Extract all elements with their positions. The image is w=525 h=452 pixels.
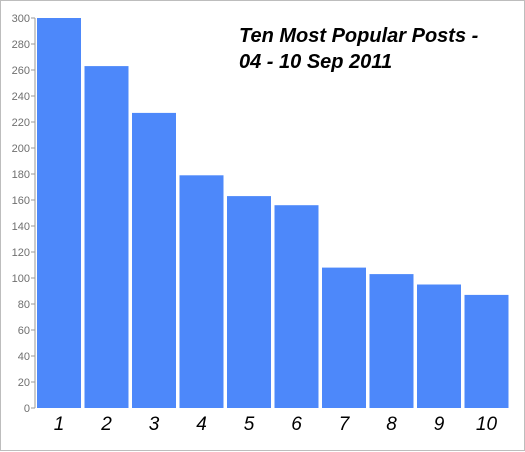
y-tick-label: 120 (12, 247, 30, 259)
y-tick-label: 280 (12, 39, 30, 51)
bar-5 (227, 196, 271, 408)
x-tick-label: 2 (100, 414, 112, 435)
x-tick-label: 4 (196, 414, 207, 435)
x-ticks: 1 2 3 4 5 6 7 8 9 10 (54, 414, 498, 435)
y-tick-label: 20 (18, 377, 30, 389)
chart-title-line-1: Ten Most Popular Posts - (239, 25, 479, 47)
x-tick-label: 5 (244, 414, 255, 435)
bar-4 (179, 175, 224, 408)
y-tick-label: 200 (12, 143, 30, 155)
y-tick-label: 0 (24, 403, 30, 415)
bar-6 (274, 205, 319, 408)
y-tick-label: 80 (18, 299, 30, 311)
y-tick-label: 180 (12, 169, 30, 181)
y-tick-label: 60 (18, 325, 30, 337)
y-tick-label: 100 (12, 273, 30, 285)
y-tick-label: 300 (12, 13, 30, 25)
x-tick-label: 6 (291, 414, 302, 435)
y-tick-label: 140 (12, 221, 30, 233)
x-tick-label: 9 (434, 414, 445, 435)
y-tick-label: 260 (12, 65, 30, 77)
bar-3 (132, 112, 176, 409)
bar-10 (464, 294, 509, 408)
x-tick-label: 3 (149, 414, 160, 435)
bars (37, 18, 509, 409)
y-tick-label: 160 (12, 195, 30, 207)
x-tick-label: 8 (386, 414, 397, 435)
bar-8 (369, 274, 414, 408)
bar-1 (37, 18, 81, 408)
y-tick-label: 220 (12, 117, 30, 129)
y-tick-label: 40 (18, 351, 30, 363)
y-ticks: 0 20 40 60 80 100 120 140 160 180 200 220 240 260 280 3… (12, 13, 35, 415)
bar-9 (417, 284, 461, 408)
x-tick-label: 7 (339, 414, 351, 435)
chart-title-line-2: 04 - 10 Sep 2011 (239, 51, 392, 73)
x-tick-label: 10 (476, 414, 498, 435)
y-tick-label: 240 (12, 91, 30, 103)
x-tick-label: 1 (54, 414, 65, 435)
bar-2 (84, 66, 129, 408)
bar-7 (322, 267, 366, 408)
